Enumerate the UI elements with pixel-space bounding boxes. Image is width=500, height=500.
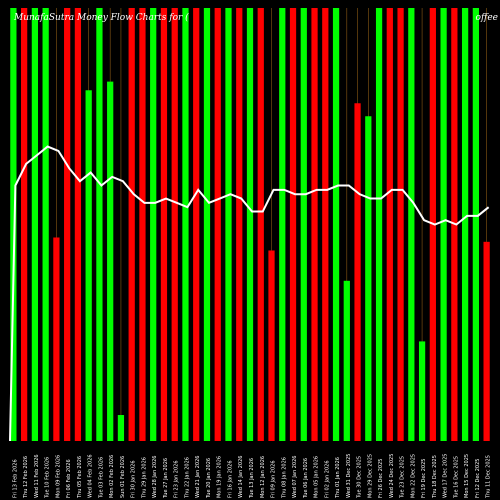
x-tick-label: Thu 18 Dec 2025	[432, 455, 438, 499]
bar	[375, 8, 383, 441]
bar	[257, 8, 264, 441]
x-tick-label: Tue 13 Jan 2026	[249, 458, 255, 499]
bar	[107, 81, 114, 442]
x-tick-label: Fri 23 Jan 2026	[174, 460, 180, 498]
x-tick-label: Mon 22 Dec 2025	[410, 454, 416, 498]
bar	[139, 8, 146, 441]
x-tick-label: Wed 04 Feb 2026	[88, 454, 94, 498]
bar	[246, 8, 254, 441]
bar	[128, 8, 135, 441]
x-tick-label: Wed 21 Jan 2026	[195, 456, 201, 498]
money-flow-line	[9, 145, 490, 442]
x-tick-label: Thu 08 Jan 2026	[281, 457, 287, 499]
x-tick-label: Thu 22 Jan 2026	[184, 457, 190, 499]
x-tick-label: Tue 03 Feb 2026	[98, 457, 104, 499]
x-tick-labels: Fri 13 Feb 2026 Thu 12 Feb 2026 Wed 11 Feb…	[12, 454, 491, 499]
bar	[418, 341, 426, 441]
bar	[150, 8, 157, 441]
bar	[182, 8, 189, 441]
chart-title-right: offee	[475, 13, 498, 23]
bar	[96, 8, 103, 441]
x-tick-label: Tue 06 Jan 2026	[303, 458, 309, 499]
bar	[461, 8, 469, 441]
bar	[343, 280, 350, 441]
x-tick-label: Mon 29 Dec 2025	[367, 454, 373, 498]
bar	[10, 8, 17, 441]
bar	[31, 8, 39, 441]
x-tick-label: Thu 05 Feb 2026	[77, 456, 83, 499]
x-tick-label: Wed 11 Feb 2026	[34, 454, 40, 498]
x-tick-label: Mon 19 Jan 2026	[217, 456, 223, 498]
x-tick-label: Fri 19 Dec 2025	[421, 459, 427, 499]
x-tick-label: Mon 09 Feb 2026	[55, 455, 61, 498]
bar	[74, 8, 82, 441]
bar	[440, 8, 447, 441]
bar	[64, 8, 71, 441]
bar	[117, 415, 125, 441]
x-tick-label: Wed 28 Jan 2026	[152, 456, 158, 498]
bar-series	[10, 8, 490, 442]
bar	[193, 8, 200, 441]
x-tick-label: Thu 12 Feb 2026	[23, 456, 29, 499]
x-tick-label: Thu 11 Dec 2025	[486, 455, 492, 499]
bar	[322, 8, 329, 441]
bar	[311, 8, 318, 441]
x-tick-label: Fri 12 Dec 2025	[475, 459, 481, 499]
bar	[365, 116, 372, 441]
bar	[289, 8, 297, 441]
x-tick-label: Mon 12 Jan 2026	[260, 456, 266, 498]
bar	[85, 90, 92, 442]
x-tick-label: Mon 05 Jan 2026	[314, 456, 320, 498]
x-tick-label: Tue 20 Jan 2026	[206, 458, 212, 499]
x-tick-label: Fri 09 Jan 2026	[271, 460, 277, 498]
x-tick-label: Fri 06 Feb 2026	[66, 459, 72, 498]
bar	[279, 8, 286, 441]
chart-title: MunafaSutra Money Flow Charts for (	[14, 13, 189, 23]
x-tick-label: Wed 14 Jan 2026	[238, 456, 244, 498]
x-tick-label: Mon 02 Feb 2026	[109, 455, 115, 498]
bar	[160, 8, 168, 441]
bar	[483, 241, 490, 441]
x-tick-label: Tue 10 Feb 2026	[45, 457, 51, 499]
x-tick-label: Wed 24 Dec 2025	[389, 454, 395, 498]
bar	[300, 8, 307, 441]
x-tick-label: Fri 16 Jan 2026	[227, 460, 233, 498]
x-tick-label: Wed 07 Jan 2026	[292, 456, 298, 498]
bar	[21, 8, 28, 441]
x-tick-label: Wed 17 Dec 2025	[443, 454, 449, 498]
x-tick-label: Mon 15 Dec 2025	[464, 454, 470, 498]
x-tick-label: Fri 26 Dec 2025	[378, 459, 384, 499]
bar	[214, 8, 221, 441]
bar	[203, 8, 211, 441]
x-tick-label: Tue 23 Dec 2025	[400, 456, 406, 499]
bar	[472, 8, 479, 441]
bar	[171, 8, 178, 441]
bar	[268, 250, 275, 441]
x-tick-label: Thu 29 Jan 2026	[141, 457, 147, 499]
bar	[386, 8, 393, 441]
bar	[397, 8, 404, 441]
bar	[236, 8, 243, 441]
bar	[354, 103, 361, 441]
x-tick-label: Tue 27 Jan 2026	[163, 458, 169, 499]
bar	[408, 8, 415, 441]
x-tick-label: Fri 02 Jan 2026	[324, 460, 330, 498]
x-tick-label: Tue 30 Dec 2025	[357, 456, 363, 499]
bar	[332, 8, 340, 441]
x-tick-label: Thu 01 Jan 2026	[335, 457, 341, 499]
bar	[53, 237, 60, 441]
x-tick-label: Fri 13 Feb 2026	[12, 459, 18, 498]
bar	[225, 8, 232, 441]
x-tick-label: Fri 30 Jan 2026	[131, 460, 137, 498]
x-tick-label: Sun 01 Feb 2026	[120, 456, 126, 498]
bar	[42, 8, 49, 441]
x-tick-label: Tue 16 Dec 2025	[453, 456, 459, 499]
x-tick-label: Wed 31 Dec 2025	[346, 454, 352, 498]
